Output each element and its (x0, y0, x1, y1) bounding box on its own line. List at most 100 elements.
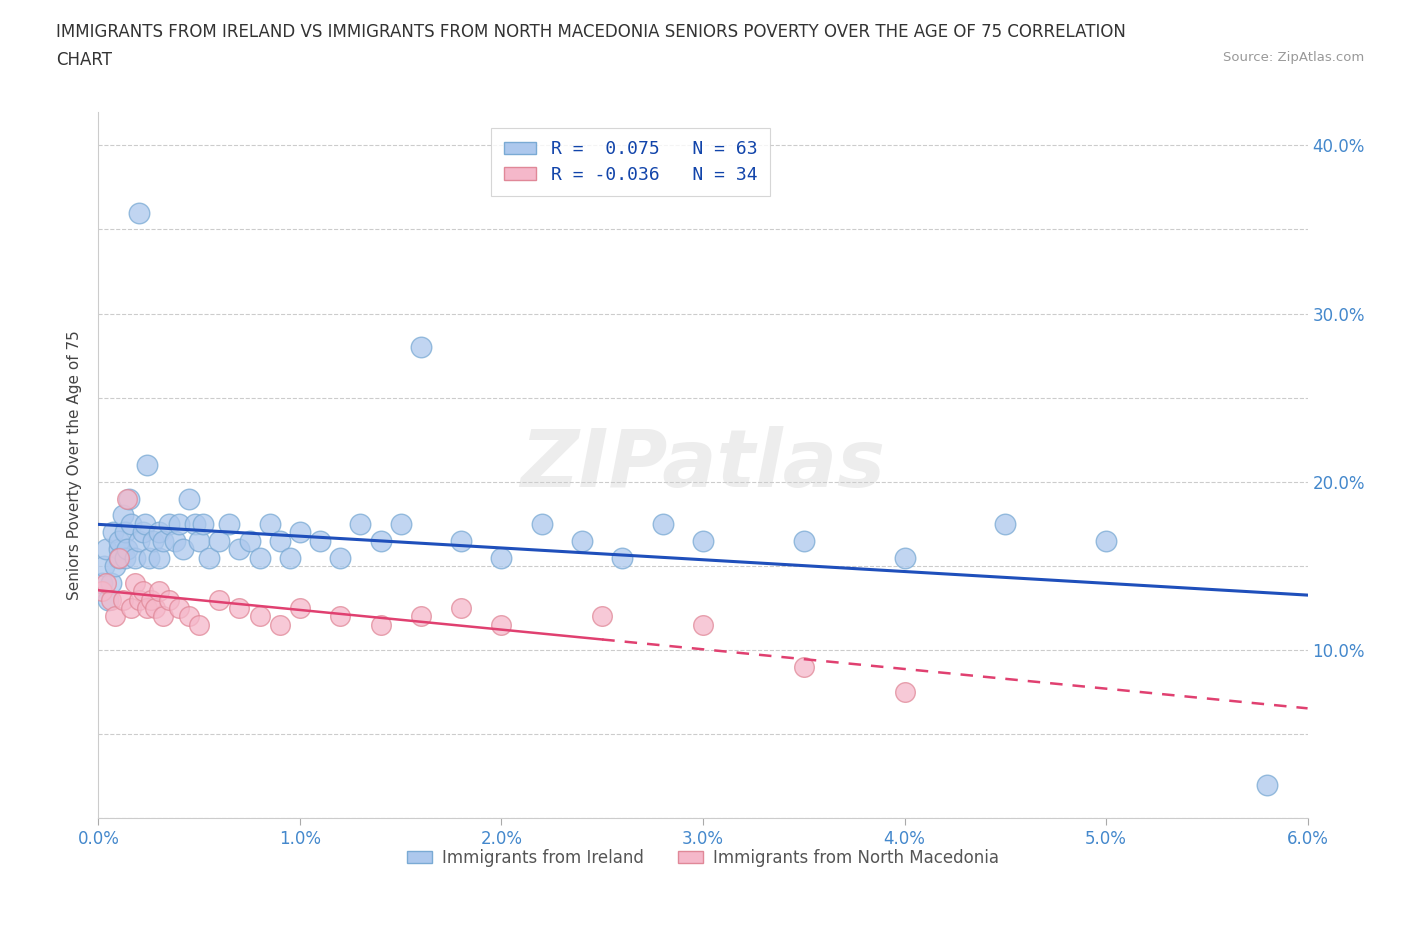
Point (530, 516, 553, 531)
Point (288, 601, 311, 616)
Point (179, 491, 201, 506)
Point (370, 533, 392, 548)
Point (591, 609, 613, 624)
Point (128, 592, 150, 607)
Point (269, 533, 291, 548)
Legend: Immigrants from Ireland, Immigrants from North Macedonia: Immigrants from Ireland, Immigrants from… (401, 843, 1005, 873)
Point (692, 533, 714, 548)
Point (93, 559, 115, 574)
Point (309, 533, 332, 548)
Point (91, 576, 114, 591)
Point (103, 609, 125, 624)
Point (571, 533, 593, 548)
Point (188, 533, 211, 548)
Point (120, 516, 142, 531)
Point (91, 584, 114, 599)
Point (329, 609, 352, 624)
Point (1095, 533, 1118, 548)
Point (651, 516, 673, 531)
Point (228, 601, 250, 616)
Point (124, 576, 146, 591)
Point (134, 516, 156, 531)
Point (143, 601, 166, 616)
Point (107, 541, 129, 556)
Point (157, 516, 180, 531)
Point (172, 541, 194, 556)
Point (96, 541, 118, 556)
Point (120, 601, 142, 616)
Point (409, 339, 432, 354)
Point (167, 601, 190, 616)
Point (148, 584, 170, 599)
Point (793, 659, 815, 674)
Point (239, 533, 262, 548)
Point (198, 551, 221, 565)
Point (893, 684, 915, 699)
Point (114, 525, 136, 539)
Point (218, 516, 240, 531)
Text: Source: ZipAtlas.com: Source: ZipAtlas.com (1223, 51, 1364, 64)
Point (139, 592, 162, 607)
Point (249, 551, 271, 565)
Point (115, 491, 138, 506)
Point (269, 618, 291, 632)
Point (128, 206, 150, 220)
Point (1256, 777, 1278, 792)
Point (893, 551, 915, 565)
Point (103, 559, 125, 574)
Point (124, 551, 146, 565)
Point (208, 533, 231, 548)
Point (612, 551, 634, 565)
Text: IMMIGRANTS FROM IRELAND VS IMMIGRANTS FROM NORTH MACEDONIA SENIORS POVERTY OVER : IMMIGRANTS FROM IRELAND VS IMMIGRANTS FR… (56, 23, 1126, 41)
Point (389, 516, 412, 531)
Point (370, 618, 392, 632)
Point (118, 491, 141, 506)
Point (793, 533, 815, 548)
Point (259, 516, 281, 531)
Point (148, 551, 170, 565)
Point (114, 551, 136, 565)
Point (163, 533, 186, 548)
Point (97, 592, 120, 607)
Point (115, 541, 138, 556)
Point (329, 551, 352, 565)
Point (692, 618, 714, 632)
Point (101, 525, 124, 539)
Point (349, 516, 371, 531)
Point (994, 516, 1017, 531)
Point (148, 525, 170, 539)
Point (491, 618, 513, 632)
Point (208, 592, 231, 607)
Point (111, 592, 134, 607)
Point (96, 576, 118, 591)
Point (157, 592, 180, 607)
Point (288, 525, 311, 539)
Point (138, 551, 160, 565)
Point (111, 508, 134, 523)
Point (491, 551, 513, 565)
Point (135, 601, 157, 616)
Text: ZIPatlas: ZIPatlas (520, 426, 886, 504)
Point (188, 618, 211, 632)
Point (107, 533, 129, 548)
Point (167, 516, 190, 531)
Point (249, 609, 271, 624)
Point (450, 601, 472, 616)
Point (152, 533, 174, 548)
Point (100, 592, 122, 607)
Point (135, 458, 157, 472)
Point (278, 551, 301, 565)
Point (132, 525, 155, 539)
Text: CHART: CHART (56, 51, 112, 69)
Y-axis label: Seniors Poverty Over the Age of 75: Seniors Poverty Over the Age of 75 (67, 330, 83, 600)
Point (409, 609, 432, 624)
Point (107, 551, 129, 565)
Point (184, 516, 207, 531)
Point (142, 533, 165, 548)
Point (100, 576, 122, 591)
Point (450, 533, 472, 548)
Point (152, 609, 174, 624)
Point (128, 533, 150, 548)
Point (193, 516, 215, 531)
Point (179, 609, 201, 624)
